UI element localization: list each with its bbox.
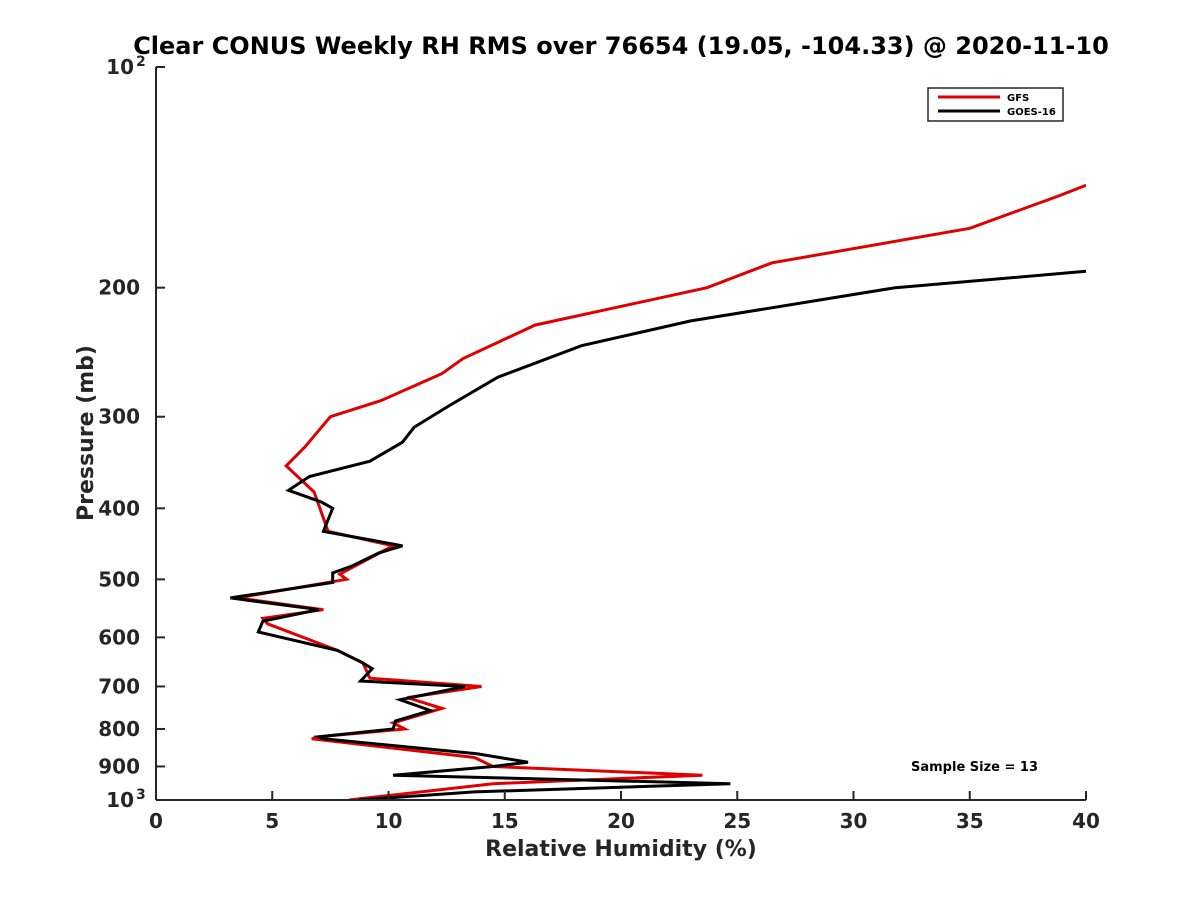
- x-tick-label: 25: [723, 809, 751, 833]
- y-tick-exponent: 3: [136, 787, 146, 803]
- x-ticks: 0 5 10 15 20 25 30 35 40: [149, 791, 1100, 833]
- y-tick-label: 400: [98, 496, 140, 520]
- x-axis-title: Relative Humidity (%): [485, 837, 757, 862]
- y-tick-label: 200: [98, 276, 140, 300]
- x-tick-label: 0: [149, 809, 163, 833]
- y-tick-label: 500: [98, 567, 140, 591]
- series-line-goes16: [230, 269, 1086, 800]
- series-layer: [230, 183, 1086, 800]
- legend: GFS GOES-16: [927, 87, 1064, 122]
- x-tick-label: 40: [1072, 809, 1100, 833]
- x-tick-label: 10: [375, 809, 403, 833]
- legend-box: [927, 87, 1064, 122]
- legend-label-gfs: GFS: [1007, 93, 1029, 104]
- y-tick-label: 800: [98, 717, 140, 741]
- legend-label-goes16: GOES-16: [1007, 107, 1056, 118]
- x-tick-label: 35: [956, 809, 984, 833]
- y-tick-label: 300: [98, 405, 140, 429]
- chart-title: Clear CONUS Weekly RH RMS over 76654 (19…: [133, 32, 1109, 60]
- y-tick-label: 900: [98, 754, 140, 778]
- y-axis-title: Pressure (mb): [74, 345, 99, 521]
- y-tick-exponent: 2: [136, 54, 146, 70]
- x-tick-label: 15: [491, 809, 519, 833]
- sample-size-annotation: Sample Size = 13: [911, 760, 1038, 775]
- x-tick-label: 30: [840, 809, 868, 833]
- y-tick-label: 10: [106, 788, 134, 812]
- y-tick-label: 10: [106, 55, 134, 79]
- x-tick-label: 20: [607, 809, 635, 833]
- y-tick-label: 700: [98, 674, 140, 698]
- x-tick-label: 5: [265, 809, 279, 833]
- y-tick-label: 600: [98, 625, 140, 649]
